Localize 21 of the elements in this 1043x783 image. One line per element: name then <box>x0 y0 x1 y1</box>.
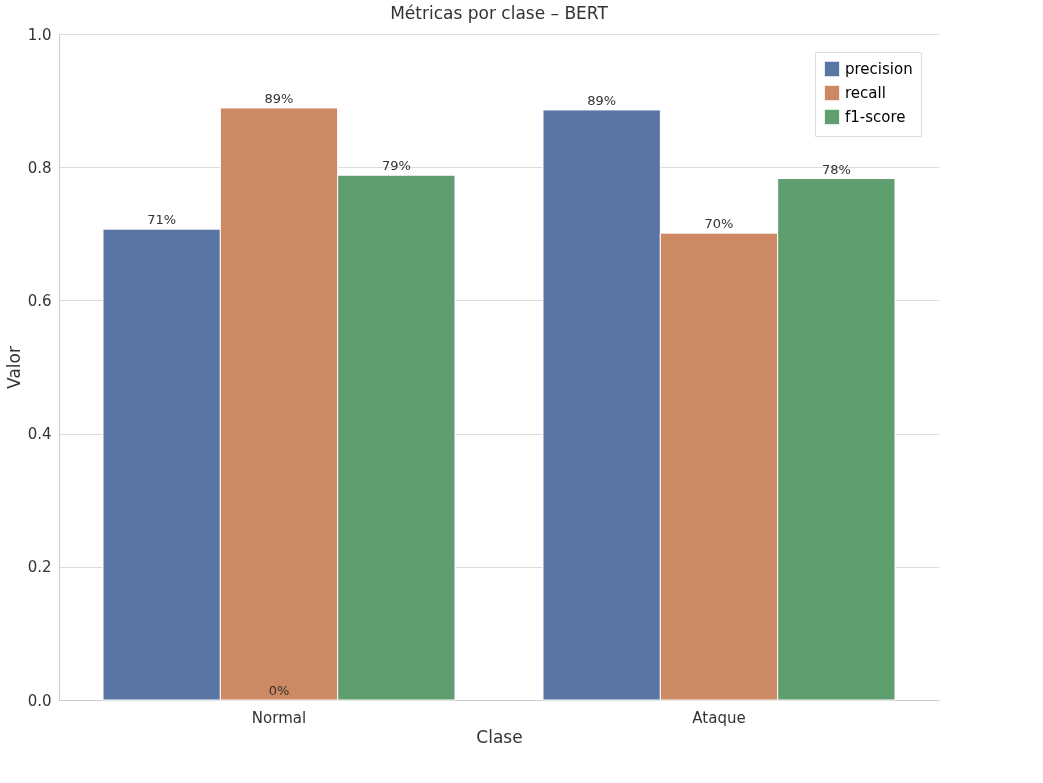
y-axis-title: Valor <box>3 346 24 389</box>
y-tick-label: 0.2 <box>27 558 52 577</box>
data-label: 78% <box>821 161 851 177</box>
y-tick-label: 0.4 <box>27 425 52 444</box>
data-label: 70% <box>704 216 734 232</box>
legend-label: precision <box>845 60 913 78</box>
y-tick-label: 1.0 <box>27 25 52 44</box>
legend-label: recall <box>845 84 886 102</box>
annotation: 0% <box>268 683 290 698</box>
x-axis-title: Clase <box>476 726 523 747</box>
y-tick-label: 0.0 <box>27 691 52 710</box>
legend-label: f1-score <box>845 108 906 126</box>
data-label: 79% <box>381 158 411 174</box>
data-label: 89% <box>264 90 294 106</box>
data-label: 89% <box>587 92 617 108</box>
y-tick-label: 0.8 <box>27 158 52 177</box>
y-tick-label: 0.6 <box>27 291 52 310</box>
x-tick-label: Normal <box>251 708 307 727</box>
data-label: 71% <box>147 212 177 228</box>
x-tick-label: Ataque <box>692 708 746 727</box>
chart-title: Métricas por clase – BERT <box>390 3 609 23</box>
